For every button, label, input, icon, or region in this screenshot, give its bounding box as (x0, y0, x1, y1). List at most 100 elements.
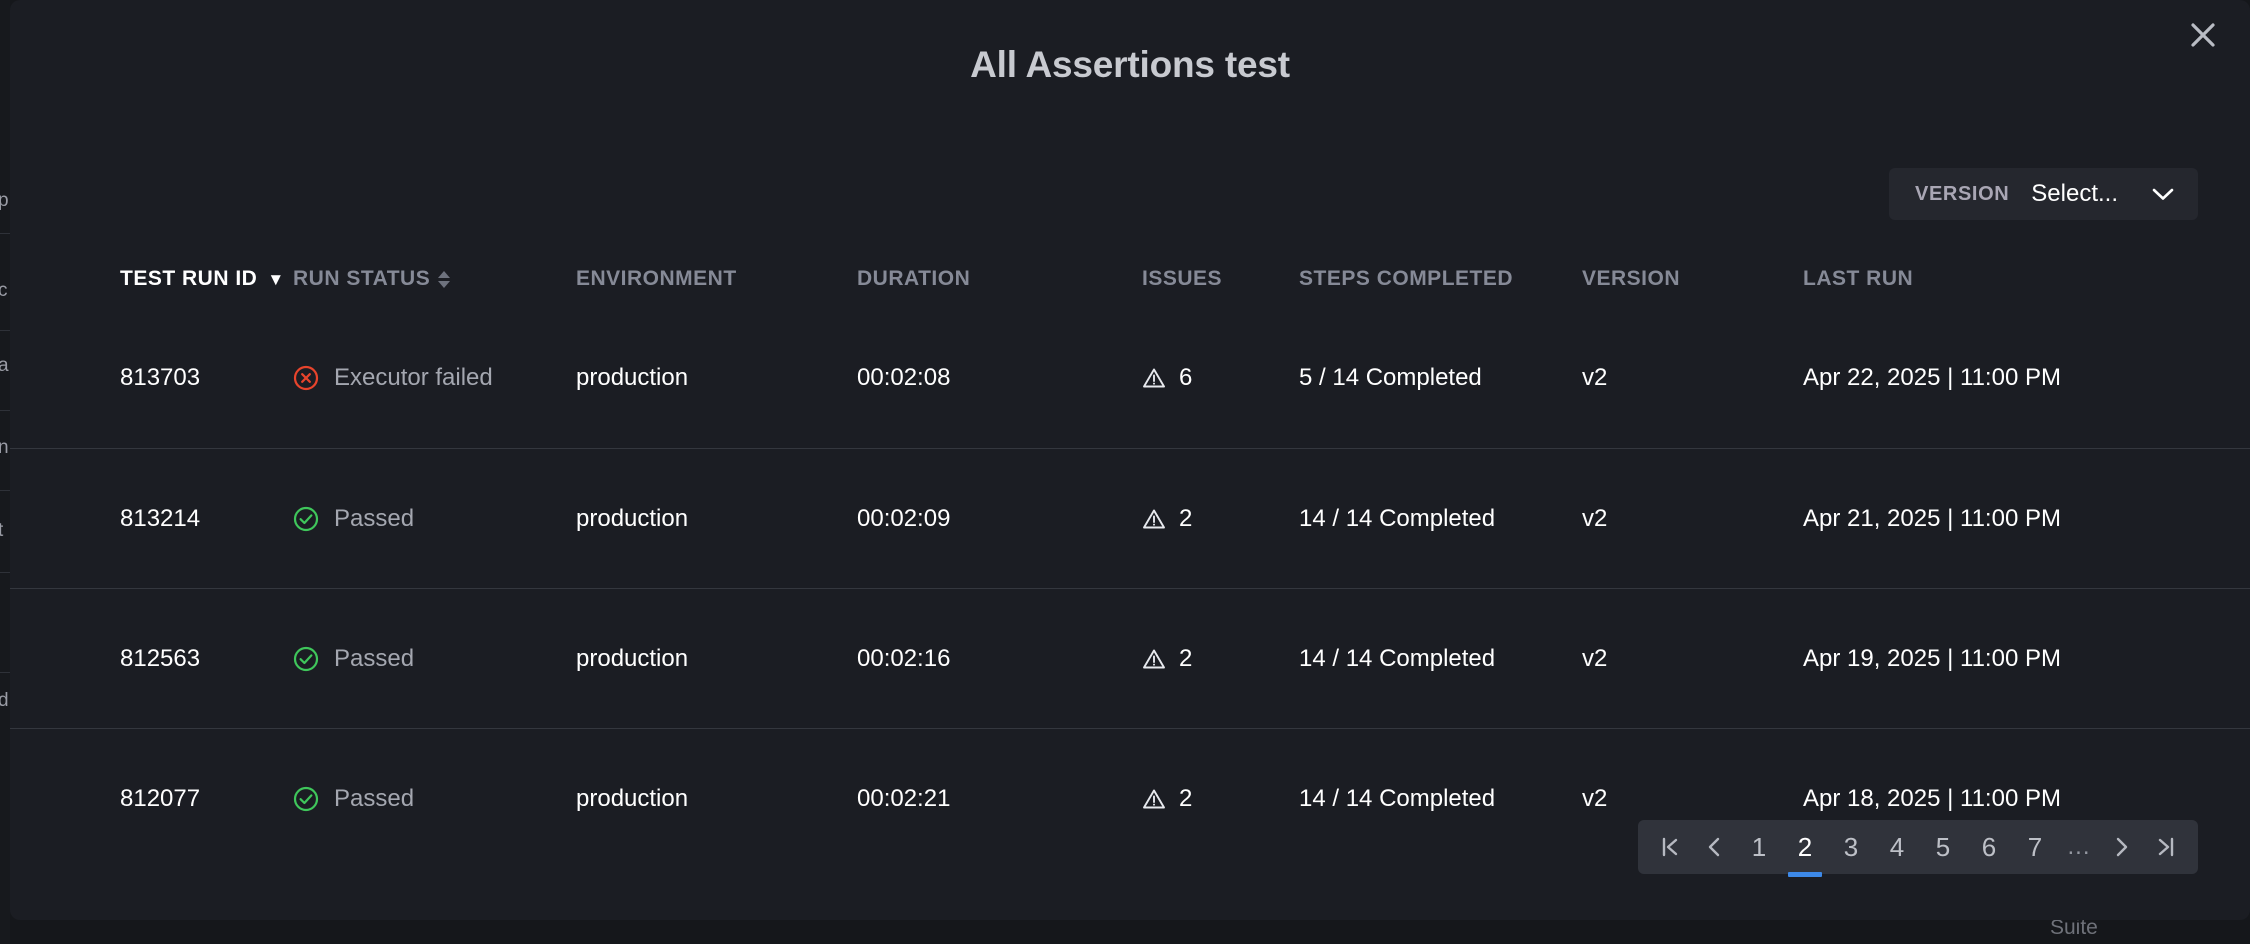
cell-run-status: Passed (293, 505, 576, 533)
column-header-issues[interactable]: ISSUES (1142, 267, 1299, 291)
cell-run-status: Passed (293, 645, 576, 673)
steps-completed-value: 14 / 14 Completed (1299, 644, 1496, 672)
steps-completed-value: 14 / 14 Completed (1299, 504, 1496, 532)
background-left-column (0, 0, 10, 944)
background-fragment: d (0, 690, 9, 711)
duration-value: 00:02:08 (857, 364, 951, 391)
background-divider (0, 672, 10, 673)
issues-value: 2 (1179, 644, 1193, 672)
warning-triangle-icon (1142, 366, 1166, 390)
page-title: All Assertions test (970, 44, 1290, 85)
column-header-run-status[interactable]: RUN STATUS (293, 267, 576, 291)
column-header-version[interactable]: VERSION (1582, 267, 1803, 291)
cell-steps-completed: 14 / 14 Completed (1299, 785, 1582, 813)
cell-issues: 2 (1142, 785, 1299, 813)
column-header-label: ENVIRONMENT (576, 267, 737, 290)
pagination-page-6[interactable]: 6 (1981, 831, 1997, 862)
column-header-label: DURATION (857, 267, 971, 290)
table-row[interactable]: 812077 Passed production (10, 728, 2250, 868)
cell-environment: production (576, 505, 857, 533)
cell-environment: production (576, 645, 857, 673)
cell-issues: 6 (1142, 364, 1299, 392)
steps-completed-value: 5 / 14 Completed (1299, 364, 1482, 391)
cell-last-run: Apr 18, 2025 | 11:00 PM (1803, 785, 2143, 813)
duration-value: 00:02:16 (857, 644, 951, 672)
close-icon (2188, 20, 2218, 50)
background-divider (0, 330, 10, 331)
background-divider (0, 490, 10, 491)
table-header-row: TEST RUN ID ▼ RUN STATUS ENVIRONMENT DUR… (10, 250, 2250, 308)
pagination-page-2[interactable]: 2 (1782, 820, 1828, 877)
cell-steps-completed: 14 / 14 Completed (1299, 505, 1582, 533)
environment-value: production (576, 784, 689, 812)
background-fragment: n (0, 437, 9, 458)
column-header-label: TEST RUN ID (120, 267, 258, 290)
version-value: v2 (1582, 644, 1608, 672)
pagination-page-5[interactable]: 5 (1935, 831, 1951, 862)
column-header-steps-completed[interactable]: STEPS COMPLETED (1299, 267, 1582, 291)
close-button[interactable] (2180, 12, 2226, 58)
environment-value: production (576, 364, 689, 391)
column-header-label: ISSUES (1142, 267, 1223, 290)
column-header-label: VERSION (1582, 267, 1681, 290)
background-divider (0, 410, 10, 411)
version-value: v2 (1582, 364, 1608, 391)
table-row[interactable]: 812563 Passed production (10, 588, 2250, 728)
pagination-page-1[interactable]: 1 (1751, 831, 1767, 862)
cell-environment: production (576, 364, 857, 392)
background-fragment: t (0, 520, 4, 541)
duration-value: 00:02:09 (857, 504, 951, 532)
table-row[interactable]: 813214 Passed production (10, 448, 2250, 588)
pagination-first-button[interactable] (1648, 820, 1692, 874)
cell-version: v2 (1582, 645, 1803, 673)
pagination-prev-button[interactable] (1692, 820, 1736, 874)
run-status-value: Passed (334, 644, 415, 672)
cell-run-status: Passed (293, 785, 576, 813)
pagination-last-button[interactable] (2144, 820, 2188, 874)
test-run-id-value: 812563 (120, 644, 201, 672)
cell-version: v2 (1582, 364, 1803, 392)
last-run-value: Apr 21, 2025 | 11:00 PM (1803, 504, 2061, 532)
cell-environment: production (576, 785, 857, 813)
test-run-id-value: 812077 (120, 784, 201, 812)
cell-run-status: Executor failed (293, 364, 576, 392)
run-status-value: Passed (334, 784, 415, 812)
column-header-label: RUN STATUS (293, 267, 431, 290)
column-header-duration[interactable]: DURATION (857, 267, 1142, 291)
background-fragment: p (0, 190, 9, 211)
version-value: v2 (1582, 504, 1608, 532)
version-filter-label: VERSION (1915, 182, 2010, 205)
test-runs-table: TEST RUN ID ▼ RUN STATUS ENVIRONMENT DUR… (10, 250, 2250, 868)
column-header-last-run[interactable]: LAST RUN (1803, 267, 2143, 291)
cell-test-run-id: 813214 (10, 505, 293, 533)
cell-steps-completed: 5 / 14 Completed (1299, 364, 1582, 392)
pagination-page-3[interactable]: 3 (1843, 831, 1859, 862)
test-run-id-value: 813214 (120, 504, 201, 532)
cell-duration: 00:02:08 (857, 364, 1142, 392)
table-row[interactable]: 813703 Executor failed product (10, 308, 2250, 448)
pagination: 1 2 3 4 5 6 7 ... (1638, 820, 2198, 877)
cell-duration: 00:02:16 (857, 645, 1142, 673)
column-header-environment[interactable]: ENVIRONMENT (576, 267, 857, 291)
version-select[interactable]: Select... (2031, 180, 2194, 208)
pagination-page-4[interactable]: 4 (1889, 831, 1905, 862)
column-header-label: STEPS COMPLETED (1299, 267, 1514, 290)
cell-steps-completed: 14 / 14 Completed (1299, 645, 1582, 673)
environment-value: production (576, 644, 689, 672)
cell-duration: 00:02:21 (857, 785, 1142, 813)
error-circle-icon (293, 365, 319, 391)
sort-desc-icon: ▼ (267, 269, 285, 289)
column-header-test-run-id[interactable]: TEST RUN ID ▼ (10, 267, 293, 291)
run-status-value: Passed (334, 504, 415, 532)
pagination-next-button[interactable] (2100, 820, 2144, 874)
steps-completed-value: 14 / 14 Completed (1299, 784, 1496, 812)
pagination-page-7[interactable]: 7 (2027, 831, 2043, 862)
version-value: v2 (1582, 784, 1608, 812)
cell-last-run: Apr 19, 2025 | 11:00 PM (1803, 645, 2143, 673)
cell-version: v2 (1582, 785, 1803, 813)
pagination-ellipsis: ... (2067, 833, 2091, 860)
test-run-id-value: 813703 (120, 364, 201, 391)
run-status-value: Executor failed (334, 364, 493, 391)
duration-value: 00:02:21 (857, 784, 951, 812)
cell-test-run-id: 813703 (10, 364, 293, 392)
